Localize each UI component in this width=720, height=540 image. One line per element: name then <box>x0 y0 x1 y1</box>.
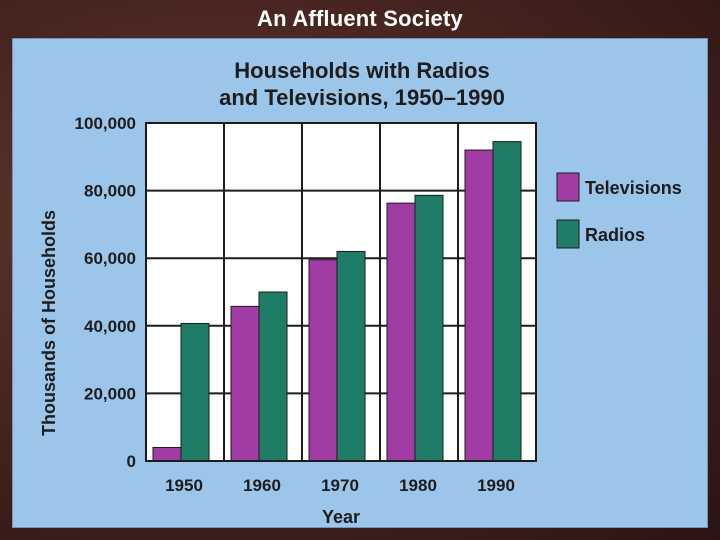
x-tick-label: 1960 <box>243 476 281 495</box>
y-tick-label: 0 <box>127 452 136 471</box>
y-tick-label: 60,000 <box>84 249 136 268</box>
chart-title-line-2: and Televisions, 1950–1990 <box>219 85 505 110</box>
y-axis-label: Thousands of Households <box>39 210 59 436</box>
y-tick-label: 100,000 <box>75 114 136 133</box>
plot-border <box>145 122 537 462</box>
chart-title-line-1: Households with Radios <box>234 58 489 83</box>
bar-chart: Households with Radios and Televisions, … <box>39 58 682 527</box>
x-tick-label: 1980 <box>399 476 437 495</box>
y-tick-label: 20,000 <box>84 384 136 403</box>
bar-radios <box>414 194 444 462</box>
legend-label-radios: Radios <box>585 225 645 245</box>
legend-swatch-radios <box>556 219 580 249</box>
bar-televisions <box>308 259 338 462</box>
bar-radios <box>492 141 522 462</box>
chart-panel: Households with Radios and Televisions, … <box>12 38 708 528</box>
bar-televisions <box>386 202 416 462</box>
bar-televisions <box>230 305 260 462</box>
legend-label-televisions: Televisions <box>585 178 682 198</box>
y-tick-label: 80,000 <box>84 182 136 201</box>
y-tick-label: 40,000 <box>84 317 136 336</box>
x-tick-label: 1990 <box>477 476 515 495</box>
x-tick-label: 1950 <box>165 476 203 495</box>
legend-swatch-televisions <box>556 172 580 202</box>
bar-radios <box>258 291 288 462</box>
bar-televisions <box>464 149 494 462</box>
x-tick-label: 1970 <box>321 476 359 495</box>
x-axis-label: Year <box>322 507 360 527</box>
bar-radios <box>336 250 366 462</box>
bar-radios <box>180 322 210 462</box>
slide-title: An Affluent Society <box>257 6 463 31</box>
bar-televisions <box>152 446 182 462</box>
